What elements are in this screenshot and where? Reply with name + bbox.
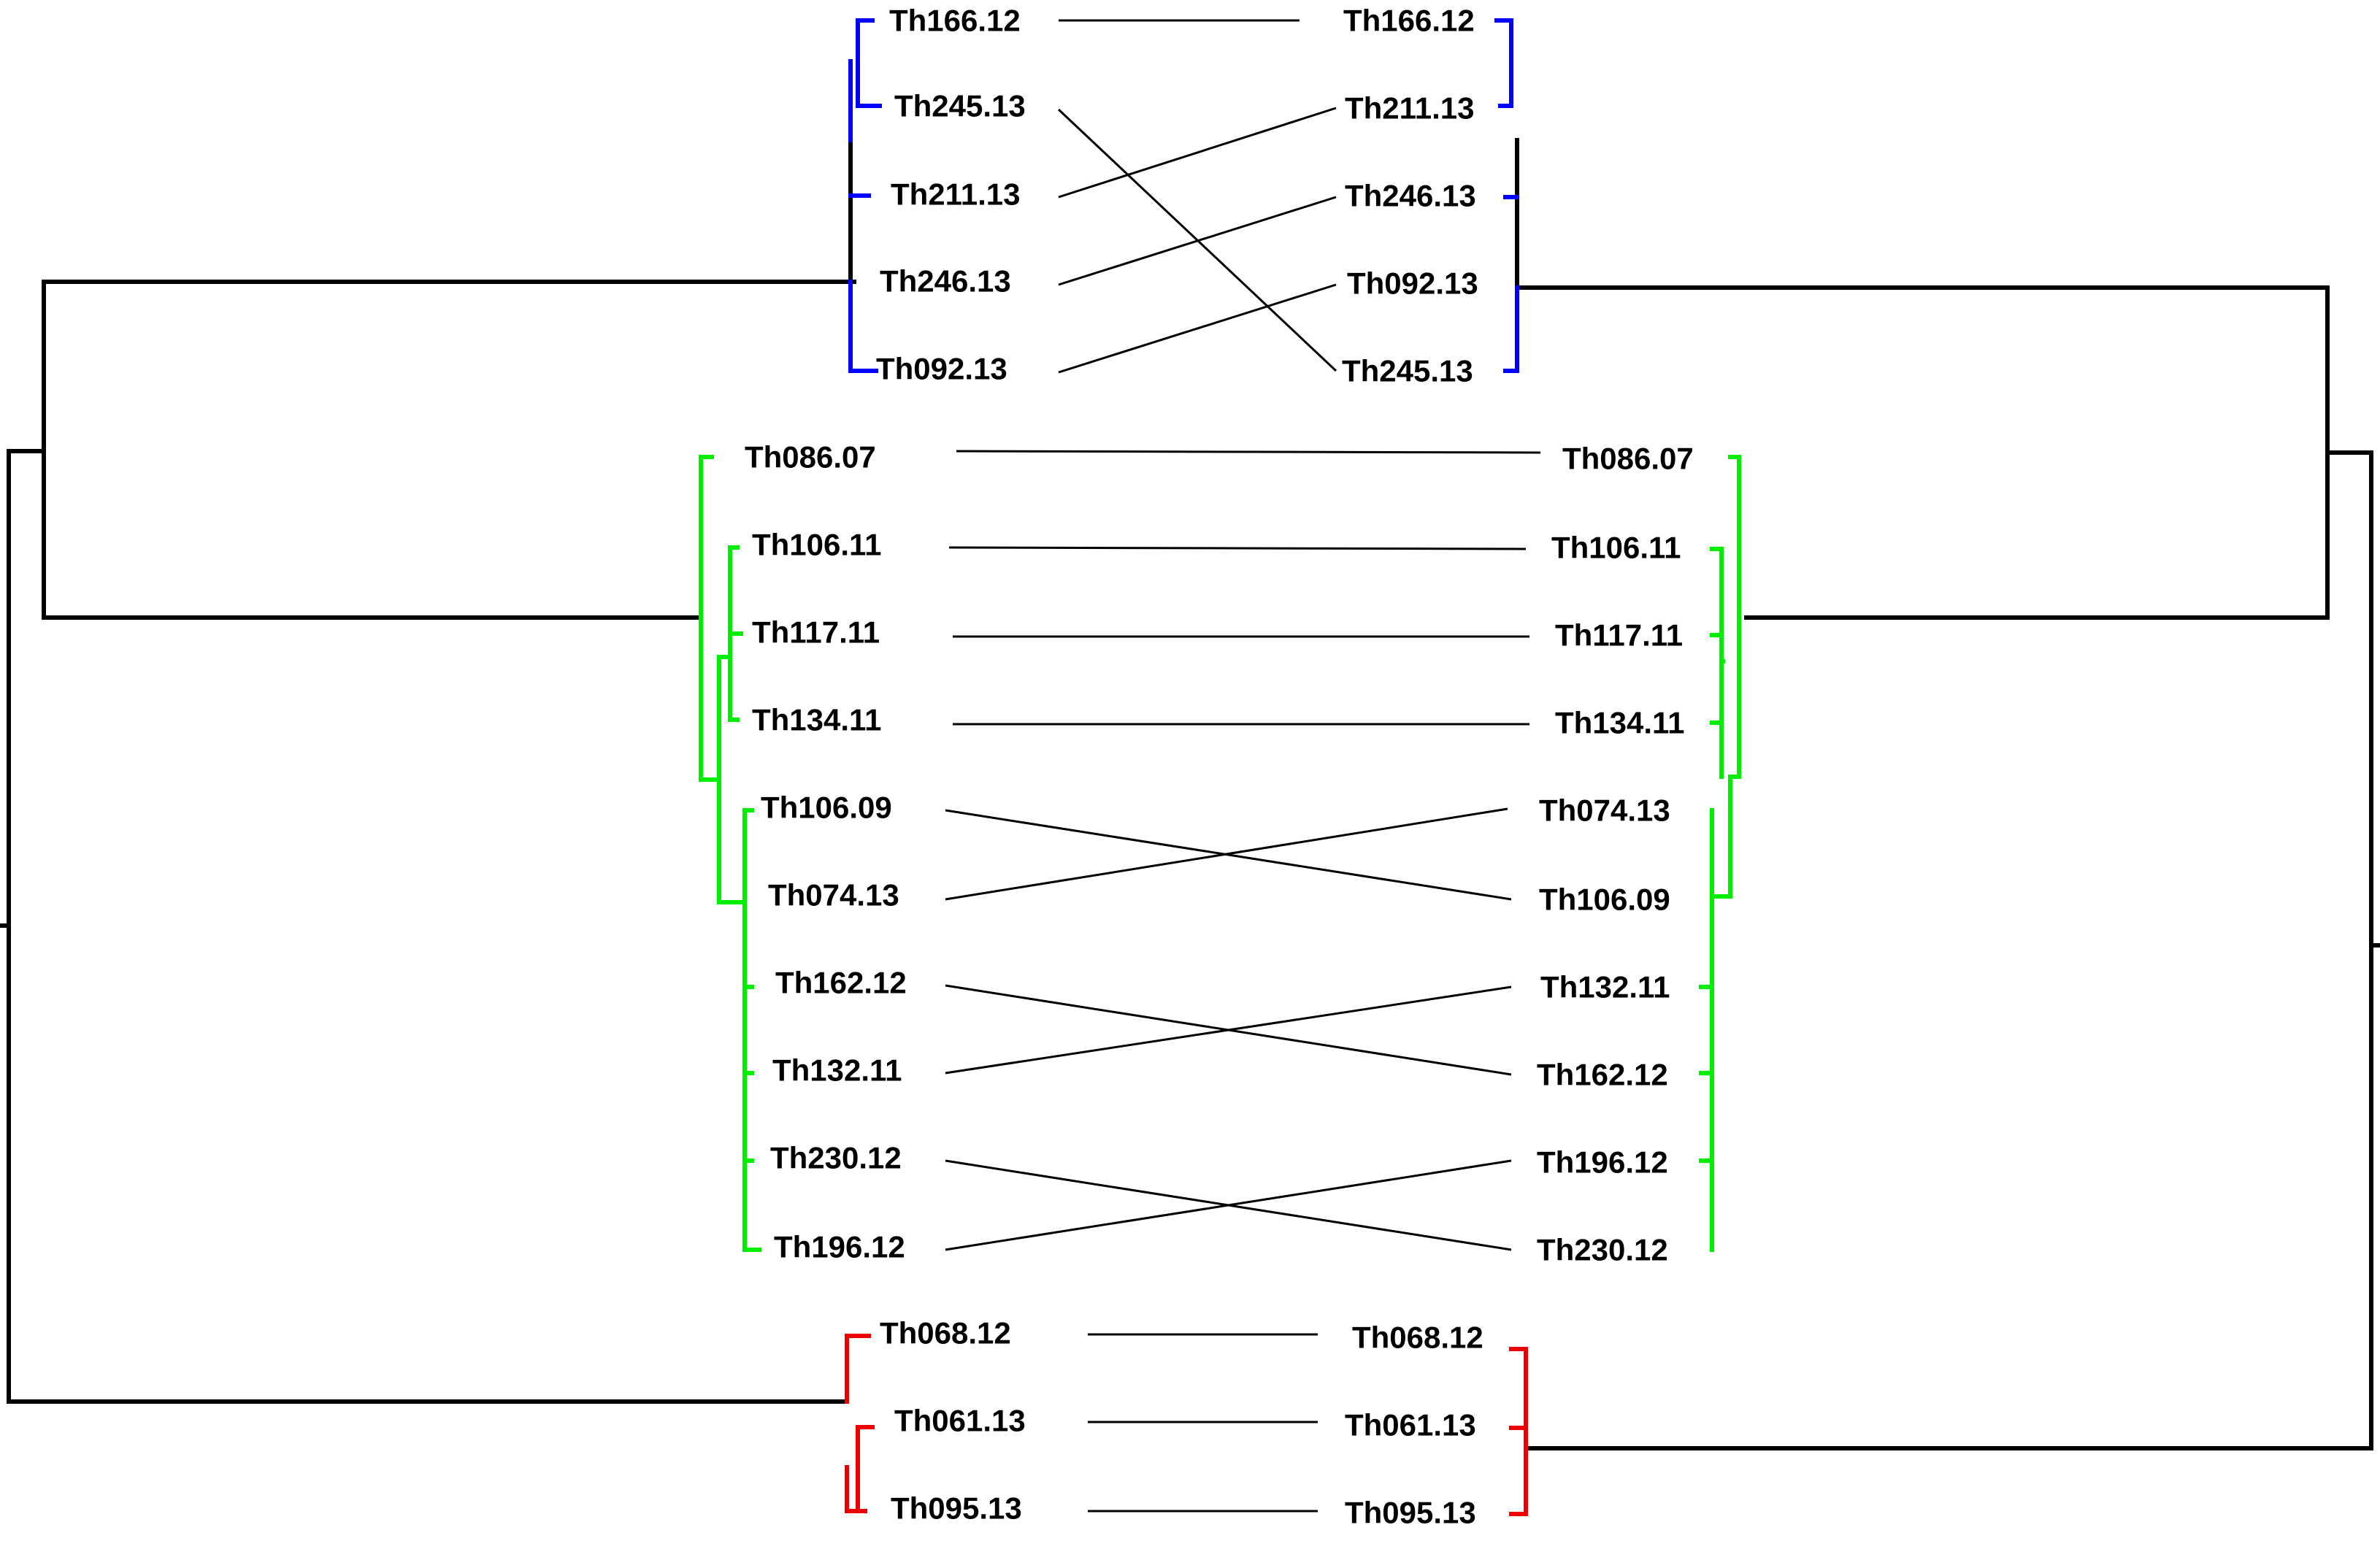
- right-leaf-label: Th117.11: [1555, 618, 1683, 653]
- right-leaf-label: Th068.12: [1352, 1321, 1483, 1355]
- right-green-cluster-branches: [1699, 455, 1741, 1252]
- connector-line: [1058, 107, 1337, 199]
- right-dendrogram: [1494, 18, 2380, 1516]
- left-leaf-label: Th230.12: [770, 1141, 902, 1175]
- left-leaf-label: Th074.13: [768, 878, 899, 912]
- left-blue-cluster-branches: [848, 18, 882, 373]
- left-leaf-label: Th086.07: [745, 440, 876, 474]
- right-leaf-label: Th196.12: [1537, 1145, 1668, 1180]
- left-backbone-branches: [0, 138, 856, 1404]
- right-leaf-label: Th166.12: [1343, 4, 1475, 38]
- left-leaf-label: Th196.12: [774, 1230, 905, 1264]
- left-leaf-label: Th246.13: [880, 264, 1011, 299]
- right-leaf-label: Th246.13: [1345, 179, 1476, 213]
- connector-line: [1058, 283, 1337, 374]
- left-leaf-label: Th061.13: [894, 1404, 1026, 1438]
- right-leaf-label: Th074.13: [1539, 793, 1670, 828]
- connector-line: [956, 450, 1541, 454]
- right-leaf-label: Th086.07: [1562, 442, 1694, 476]
- left-leaf-label: Th211.13: [891, 177, 1020, 212]
- right-blue-cluster-branches: [1494, 18, 1519, 373]
- right-red-cluster-branches: [1509, 1347, 1528, 1516]
- left-leaf-label: Th132.11: [772, 1053, 902, 1088]
- tanglegram-connectors: [945, 19, 1541, 1513]
- right-leaf-label: Th134.11: [1555, 706, 1684, 740]
- left-leaf-label: Th245.13: [894, 89, 1026, 123]
- right-leaf-label: Th095.13: [1345, 1496, 1476, 1530]
- left-leaf-label: Th068.12: [880, 1316, 1011, 1350]
- left-leaf-label: Th166.12: [889, 4, 1021, 38]
- left-dendrogram: [0, 18, 882, 1513]
- right-backbone-branches: [1515, 138, 2380, 1450]
- right-leaf-label: Th230.12: [1537, 1233, 1668, 1267]
- left-leaf-label: Th092.13: [876, 352, 1007, 386]
- right-leaf-label: Th245.13: [1342, 354, 1473, 388]
- right-leaf-label: Th162.12: [1537, 1058, 1668, 1092]
- right-leaf-label: Th132.11: [1540, 970, 1670, 1004]
- right-leaf-label: Th061.13: [1345, 1408, 1476, 1442]
- connector-line: [945, 1159, 1512, 1251]
- connector-line: [1058, 196, 1337, 286]
- connector-line: [945, 985, 1512, 1075]
- left-leaf-label: Th134.11: [752, 703, 881, 737]
- connector-line: [945, 807, 1508, 901]
- left-red-cluster-branches: [845, 1334, 875, 1513]
- left-leaf-label: Th117.11: [752, 615, 880, 650]
- left-leaf-label: Th106.11: [752, 528, 881, 562]
- right-leaf-label: Th211.13: [1345, 91, 1474, 126]
- right-leaf-labels: Th166.12 Th211.13 Th246.13 Th092.13 Th24…: [1342, 4, 1694, 1530]
- right-leaf-label: Th106.09: [1539, 883, 1670, 917]
- right-leaf-label: Th106.11: [1551, 531, 1681, 565]
- left-leaf-label: Th095.13: [891, 1491, 1022, 1526]
- left-leaf-label: Th162.12: [775, 966, 907, 1000]
- left-green-cluster-branches: [699, 455, 761, 1252]
- left-leaf-label: Th106.09: [761, 791, 892, 825]
- connector-line: [948, 546, 1527, 550]
- left-leaf-labels: Th166.12 Th245.13 Th211.13 Th246.13 Th09…: [745, 4, 1026, 1526]
- right-leaf-label: Th092.13: [1347, 266, 1478, 301]
